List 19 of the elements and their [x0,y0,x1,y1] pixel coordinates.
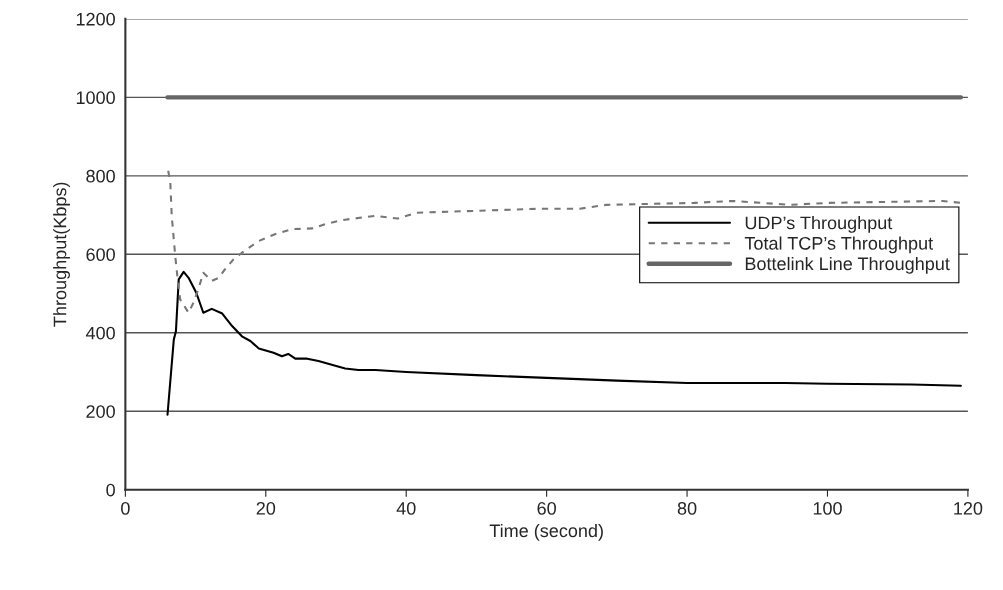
y-tick-label: 800 [86,169,115,183]
x-tick-label: 40 [396,501,416,515]
legend-label: Total TCP’s Throughput [744,236,933,254]
x-axis-title: Time (second) [489,523,603,541]
x-tick-label: 120 [954,501,983,515]
y-axis-title: Throughput(Kbps) [53,182,70,327]
x-tick-label: 60 [537,501,556,515]
x-tick-label: 0 [121,501,130,515]
x-tick-label: 80 [677,501,697,515]
x-tick-label: 20 [256,501,276,515]
y-tick-label: 200 [86,405,115,418]
y-tick-label: 1000 [76,91,115,105]
y-tick-label: 400 [85,326,115,340]
x-tick-label: 100 [813,501,842,515]
y-tick-label: 1200 [76,12,115,26]
legend-label: Bottelink Line Throughput [745,256,950,274]
y-tick-label: 0 [106,483,115,497]
y-tick-label: 600 [86,248,115,262]
legend-label: UDP’s Throughput [745,216,893,233]
